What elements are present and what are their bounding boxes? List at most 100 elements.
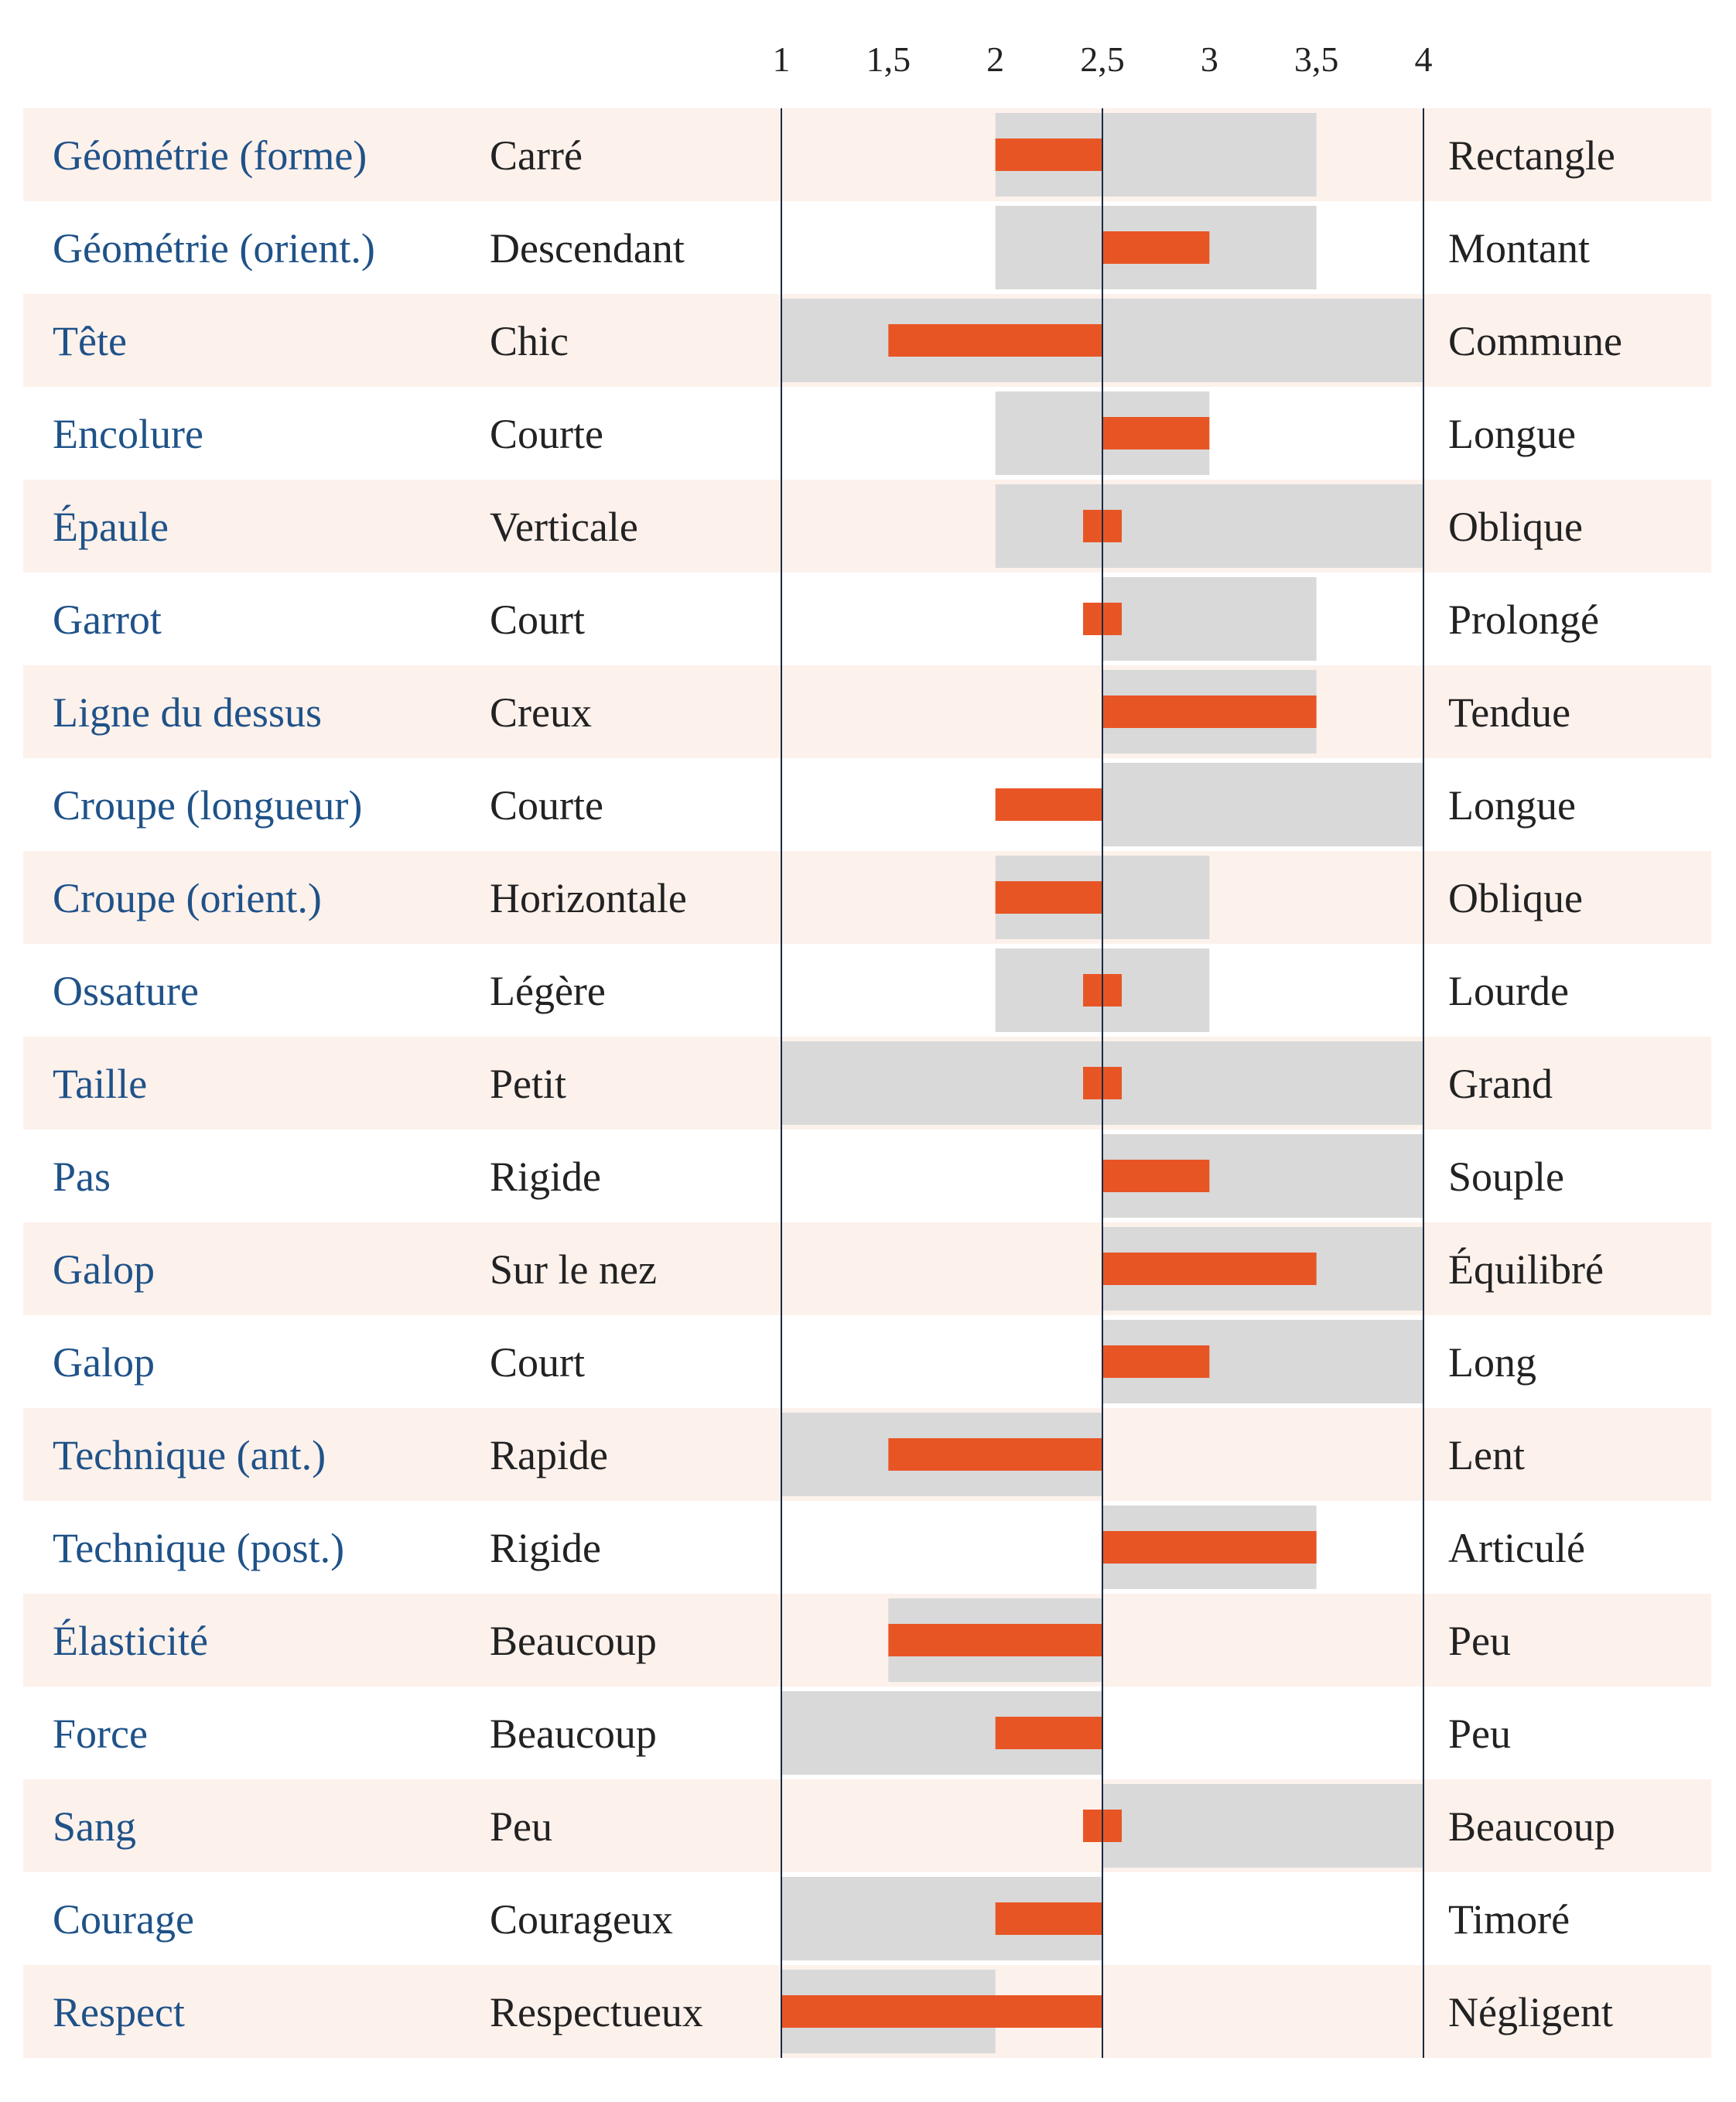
value-bar: [888, 324, 1102, 357]
x-tick-label: 1,5: [866, 39, 911, 79]
right-pole-label: Grand: [1448, 1061, 1553, 1107]
right-pole-label: Tendue: [1448, 689, 1570, 736]
value-bar: [888, 1438, 1102, 1471]
x-tick-label: 4: [1415, 39, 1433, 79]
axis-lines: [781, 108, 1424, 2058]
left-pole-label: Court: [490, 596, 585, 643]
right-pole-label: Timoré: [1448, 1896, 1570, 1943]
right-pole-label: Peu: [1448, 1711, 1511, 1757]
value-bar: [1102, 231, 1210, 264]
trait-label: Géométrie (orient.): [53, 225, 375, 272]
left-pole-label: Horizontale: [490, 875, 687, 921]
value-bar: [1102, 1160, 1210, 1192]
right-pole-label: Montant: [1448, 225, 1590, 272]
right-pole-label: Longue: [1448, 782, 1576, 829]
left-pole-label: Peu: [490, 1803, 552, 1850]
right-pole-label: Négligent: [1448, 1989, 1613, 2035]
trait-label: Croupe (orient.): [53, 875, 322, 921]
trait-label: Taille: [53, 1061, 147, 1107]
left-pole-label: Courageux: [490, 1896, 673, 1943]
left-pole-label: Légère: [490, 968, 606, 1014]
x-tick-labels: 1 1,5 2 2,5 3 3,5 4: [773, 39, 1433, 79]
range-band: [1102, 763, 1423, 846]
right-pole-label: Peu: [1448, 1618, 1511, 1664]
left-pole-label: Rigide: [490, 1154, 601, 1200]
trait-label: Sang: [53, 1803, 136, 1850]
x-tick-label: 1: [773, 39, 791, 79]
right-pole-label: Lent: [1448, 1432, 1525, 1478]
right-pole-label: Souple: [1448, 1154, 1564, 1200]
left-pole-label: Rigide: [490, 1525, 601, 1571]
value-bar: [995, 881, 1102, 914]
right-pole-label: Oblique: [1448, 875, 1583, 921]
row-background: [23, 1594, 1711, 1687]
right-pole-label: Prolongé: [1448, 596, 1599, 643]
value-bar: [995, 788, 1102, 821]
value-bar: [1102, 1345, 1210, 1378]
left-pole-label: Beaucoup: [490, 1618, 657, 1664]
value-bar: [781, 1995, 1102, 2028]
trait-label: Respect: [53, 1989, 185, 2035]
row-background: [23, 108, 1711, 201]
right-pole-label: Équilibré: [1448, 1246, 1604, 1293]
trait-label: Encolure: [53, 411, 203, 457]
right-pole-label: Articulé: [1448, 1525, 1585, 1571]
trait-label: Élasticité: [53, 1618, 208, 1664]
trait-label: Galop: [53, 1246, 155, 1293]
left-pole-label: Creux: [490, 689, 592, 736]
trait-label: Courage: [53, 1896, 194, 1943]
row-background: [23, 1779, 1711, 1872]
right-pole-label: Oblique: [1448, 504, 1583, 550]
right-pole-label: Lourde: [1448, 968, 1569, 1014]
row-background: [23, 851, 1711, 944]
trait-label: Tête: [53, 318, 127, 364]
trait-label: Garrot: [53, 596, 162, 643]
left-pole-label: Court: [490, 1339, 585, 1386]
trait-label: Épaule: [53, 504, 169, 550]
trait-label: Pas: [53, 1154, 111, 1200]
left-pole-label: Petit: [490, 1061, 566, 1107]
right-pole-label: Longue: [1448, 411, 1576, 457]
right-pole-label: Rectangle: [1448, 132, 1615, 179]
x-tick-label: 2,5: [1080, 39, 1125, 79]
x-tick-label: 3: [1201, 39, 1218, 79]
left-pole-label: Carré: [490, 132, 583, 179]
right-pole-label: Commune: [1448, 318, 1622, 364]
left-pole-label: Chic: [490, 318, 569, 364]
left-pole-label: Respectueux: [490, 1989, 703, 2035]
trait-label: Technique (ant.): [53, 1432, 326, 1478]
trait-label: Ossature: [53, 968, 199, 1014]
right-pole-label: Long: [1448, 1339, 1536, 1386]
left-pole-label: Courte: [490, 782, 603, 829]
value-bar: [995, 138, 1102, 171]
value-bar: [1102, 1531, 1317, 1564]
trait-label: Technique (post.): [53, 1525, 344, 1571]
row-labels: Géométrie (forme) Carré Rectangle Géométrie…: [53, 132, 1622, 2035]
trait-label: Croupe (longueur): [53, 782, 362, 829]
left-pole-label: Rapide: [490, 1432, 608, 1478]
left-pole-label: Descendant: [490, 225, 685, 272]
value-bar: [995, 1902, 1102, 1935]
left-pole-label: Verticale: [490, 504, 638, 550]
trait-label: Force: [53, 1711, 148, 1757]
value-bar: [1102, 696, 1317, 728]
value-bars: [781, 138, 1317, 2028]
trait-label: Ligne du dessus: [53, 689, 322, 736]
value-bar: [995, 1717, 1102, 1749]
left-pole-label: Courte: [490, 411, 603, 457]
value-bar: [1102, 417, 1210, 449]
range-band: [1102, 1784, 1423, 1868]
trait-label: Galop: [53, 1339, 155, 1386]
row-background: [23, 1222, 1711, 1315]
left-pole-label: Beaucoup: [490, 1711, 657, 1757]
trait-label: Géométrie (forme): [53, 132, 367, 179]
row-background: [23, 480, 1711, 572]
value-bar: [1102, 1253, 1317, 1285]
left-pole-label: Sur le nez: [490, 1246, 657, 1293]
x-tick-label: 2: [986, 39, 1004, 79]
value-bar: [888, 1624, 1102, 1656]
range-band: [1102, 577, 1317, 661]
right-pole-label: Beaucoup: [1448, 1803, 1615, 1850]
x-tick-label: 3,5: [1294, 39, 1339, 79]
